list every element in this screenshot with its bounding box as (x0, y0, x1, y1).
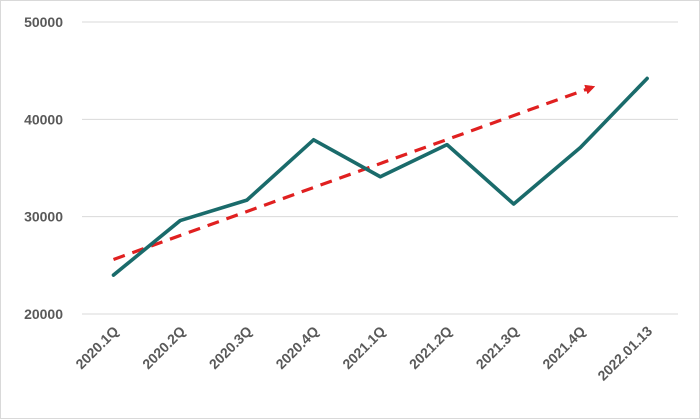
x-tick-label: 2021.1Q (339, 323, 388, 372)
y-axis-ticks: 20000 30000 40000 50000 (24, 14, 63, 322)
series-layer (111, 76, 649, 277)
x-tick-label: 2021.4Q (539, 323, 588, 372)
trend-arrow (112, 84, 596, 261)
trend-layer (112, 84, 596, 261)
y-tick-label: 20000 (24, 306, 63, 322)
x-axis-ticks: 2020.1Q 2020.2Q 2020.3Q 2020.4Q 2021.1Q 2021.… (72, 323, 655, 384)
y-tick-label: 50000 (24, 14, 63, 30)
y-tick-label: 30000 (24, 209, 63, 225)
x-tick-label: 2021.3Q (473, 323, 522, 372)
x-tick-label: 2022.01.13 (594, 323, 655, 384)
y-tick-label: 40000 (24, 111, 63, 127)
x-tick-label: 2020.3Q (206, 323, 255, 372)
x-tick-label: 2020.4Q (272, 323, 321, 372)
x-tick-label: 2020.1Q (72, 323, 121, 372)
gridlines (82, 21, 678, 315)
x-tick-label: 2021.2Q (406, 323, 455, 372)
x-tick-label: 2020.2Q (139, 323, 188, 372)
